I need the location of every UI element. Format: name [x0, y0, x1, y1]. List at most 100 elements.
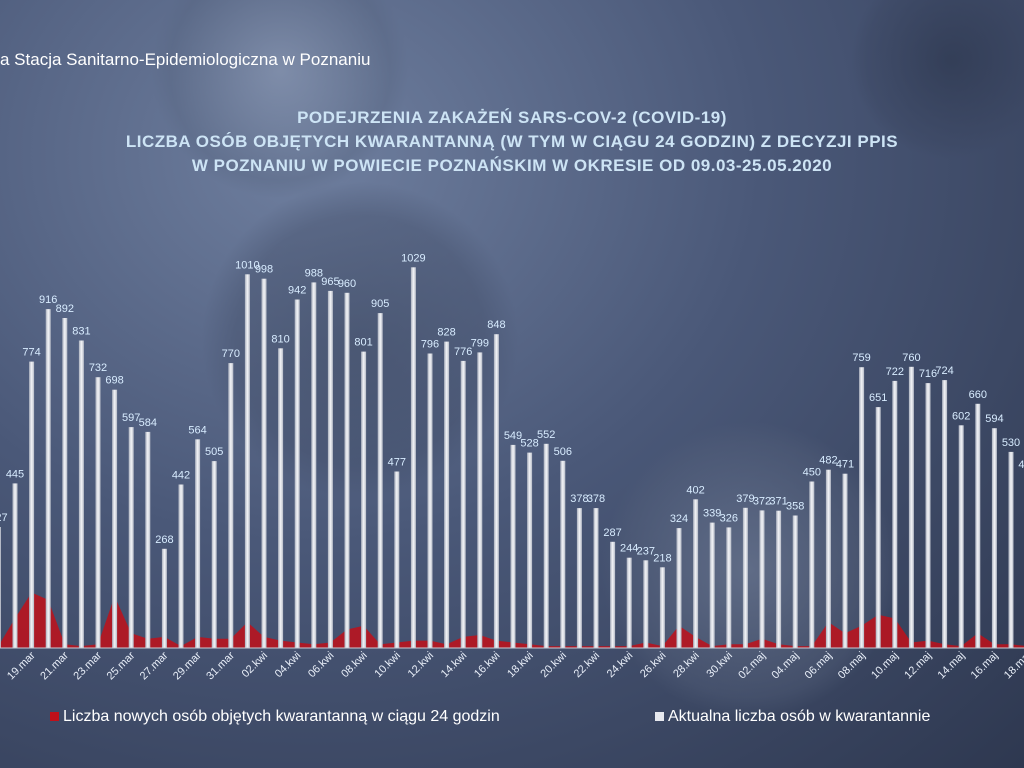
current-quarantine-bar [211, 461, 217, 648]
x-tick-label: 29.mar [171, 649, 204, 682]
bar-value-label: 324 [670, 513, 688, 525]
bar-value-label: 378 [587, 493, 605, 505]
current-quarantine-bar [560, 460, 566, 648]
x-tick-label: 08.maj [836, 650, 868, 682]
legend-item-new: Liczba nowych osób objętych kwarantanną … [50, 708, 500, 726]
bar-value-label: 372 [753, 495, 771, 507]
current-quarantine-bar [460, 360, 466, 648]
x-tick-label: 23.mar [71, 649, 104, 682]
current-quarantine-bar [709, 522, 715, 648]
virus-background-image [150, 0, 410, 200]
current-quarantine-bar [659, 567, 665, 648]
x-tick-label: 02.kwi [240, 650, 271, 681]
current-quarantine-bar [925, 383, 931, 648]
title-line-2: LICZBA OSÓB OBJĘTYCH KWARANTANNĄ (W TYM … [125, 132, 899, 151]
current-quarantine-bar [327, 290, 333, 648]
bar-value-label: 810 [271, 333, 289, 345]
current-quarantine-bar [95, 377, 101, 648]
current-quarantine-bar [1008, 451, 1014, 648]
x-tick-label: 19.mar [5, 649, 38, 682]
current-quarantine-bar [78, 340, 84, 648]
x-tick-label: 06.maj [803, 650, 835, 682]
bar-value-label: 651 [869, 392, 887, 404]
current-quarantine-bar [394, 471, 400, 648]
current-quarantine-bar [128, 427, 134, 648]
x-tick-label: 30.kwi [704, 650, 735, 681]
bar-value-label: 549 [504, 430, 522, 442]
current-quarantine-bar [792, 515, 798, 648]
bar-value-label: 326 [720, 512, 738, 524]
current-quarantine-bar [361, 351, 367, 648]
current-quarantine-bar [875, 407, 881, 648]
current-quarantine-bar [593, 508, 599, 648]
bar-value-label: 660 [969, 389, 987, 401]
current-quarantine-bar [626, 557, 632, 648]
bar-value-label: 698 [105, 375, 123, 387]
bar-value-label: 402 [686, 484, 704, 496]
current-quarantine-bar [825, 469, 831, 648]
current-quarantine-bar [493, 334, 499, 648]
current-quarantine-bar [693, 499, 699, 648]
current-quarantine-bar [427, 353, 433, 648]
current-quarantine-bar [991, 428, 997, 648]
current-quarantine-bar [12, 483, 18, 649]
x-tick-label: 31.mar [204, 649, 237, 682]
legend-label-new: Liczba nowych osób objętych kwarantanną … [63, 708, 500, 725]
x-tick-label: 27.mar [138, 649, 171, 682]
x-tick-label: 18.kwi [505, 650, 536, 681]
bar-value-label: 916 [39, 294, 57, 306]
x-tick-label: 14.kwi [439, 650, 470, 681]
bar-value-label: 848 [487, 319, 505, 331]
new-quarantine-area [0, 592, 1024, 648]
current-quarantine-bar [244, 274, 250, 648]
bar-value-label: 905 [371, 298, 389, 310]
x-tick-label: 08.kwi [339, 650, 370, 681]
current-quarantine-bar [942, 380, 948, 648]
current-quarantine-bar [759, 510, 765, 648]
bar-value-label: 828 [437, 327, 455, 339]
x-tick-label: 25.mar [105, 649, 138, 682]
bar-value-label: 564 [188, 424, 206, 436]
bar-value-label: 1010 [235, 259, 259, 271]
bar-value-label: 358 [786, 501, 804, 513]
bar-value-label: 445 [6, 468, 24, 480]
current-quarantine-bar [726, 527, 732, 648]
bar-value-label: 801 [354, 337, 372, 349]
bar-value-label: 287 [603, 527, 621, 539]
current-quarantine-bar [975, 403, 981, 648]
current-quarantine-bar [958, 425, 964, 648]
current-quarantine-bar [261, 278, 267, 648]
current-quarantine-bar [576, 508, 582, 648]
current-quarantine-bar [29, 361, 35, 648]
bar-value-label: 450 [803, 467, 821, 479]
x-tick-label: 26.kwi [638, 650, 669, 681]
title-line-3: W POZNANIU W POWIECIE POZNAŃSKIM W OKRES… [191, 156, 833, 175]
bar-value-label: 482 [819, 455, 837, 467]
bar-value-label: 759 [852, 352, 870, 364]
current-quarantine-bar [776, 510, 782, 648]
current-quarantine-bar [161, 548, 167, 648]
legend-swatch-white [655, 712, 664, 722]
bar-value-label: 892 [56, 303, 74, 315]
bar-value-label: 724 [935, 365, 953, 377]
bar-value-label: 960 [338, 278, 356, 290]
x-tick-label: 18.maj [1002, 650, 1024, 682]
bar-value-label: 831 [72, 326, 90, 338]
bar-value-label: 505 [205, 446, 223, 458]
x-tick-label: 04.maj [769, 650, 801, 682]
bar-value-label: 796 [421, 339, 439, 351]
bar-value-label: 528 [520, 438, 538, 450]
x-tick-label: 10.maj [869, 650, 901, 682]
current-quarantine-bar [0, 527, 1, 648]
bar-value-label: 584 [139, 417, 157, 429]
current-quarantine-bar [228, 363, 234, 648]
bar-value-label: 470 [1018, 459, 1024, 471]
x-tick-label: 22.kwi [572, 650, 603, 681]
current-quarantine-bar [527, 452, 533, 648]
current-quarantine-bar [676, 528, 682, 648]
bar-value-label: 379 [736, 493, 754, 505]
legend-item-current: Aktualna liczba osób w kwarantannie [655, 708, 930, 726]
title-line-1: PODEJRZENIA ZAKAŻEŃ SARS-COV-2 (COVID-19… [297, 108, 727, 127]
x-tick-label: 28.kwi [671, 650, 702, 681]
